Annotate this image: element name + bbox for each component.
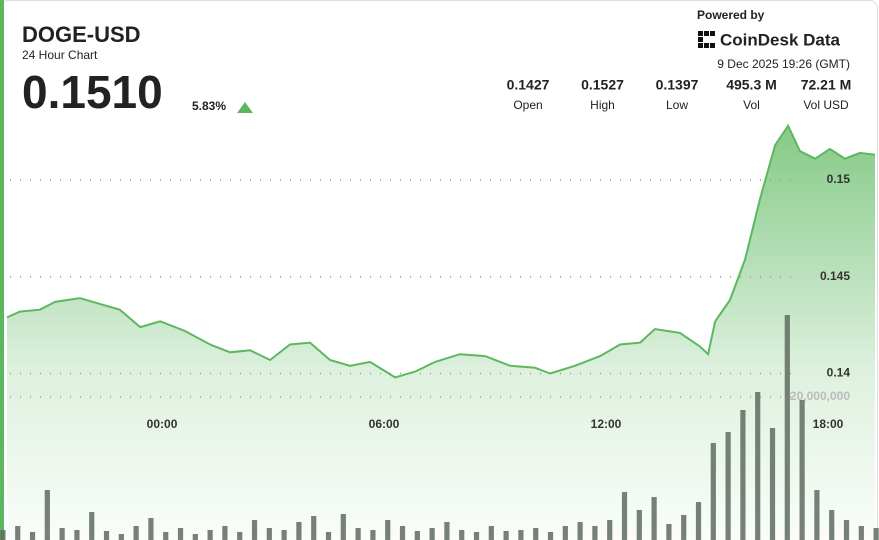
volume-bar [814,490,820,540]
volume-bar [488,525,494,540]
volume-bar [251,519,258,540]
volume-bar [207,529,213,540]
volume-bar [829,509,835,540]
y-tick-label: 0.145 [820,269,850,283]
volume-bar [414,530,420,540]
volume-bar [0,529,6,540]
volume-bar [503,530,509,540]
x-tick-label: 18:00 [813,417,844,431]
volume-bar [547,531,554,540]
stat-label: Open [513,98,542,112]
volume-bar [133,525,139,540]
powered-by: Powered by [697,8,765,22]
stat-label: High [590,98,615,112]
volume-bar [385,519,391,540]
volume-bar [533,527,539,540]
volume-bar [370,529,376,540]
volume-bar [755,391,761,540]
last-price: 0.1510 [22,66,163,118]
stat-label: Vol USD [803,98,849,112]
stat-value: 0.1427 [507,77,550,93]
volume-bar [444,521,450,540]
volume-bar [325,531,332,540]
volume-bar [44,490,50,540]
volume-bar [103,530,110,540]
volume-bar [769,428,776,540]
volume-bar [429,527,435,540]
plot [0,123,879,540]
stat-value: 0.1397 [656,77,699,93]
volume-bar [592,525,598,540]
volume-bar [296,521,302,540]
volume-bar [607,519,613,540]
x-tick-label: 06:00 [369,417,400,431]
chart-title: DOGE-USD [22,22,141,47]
timestamp: 9 Dec 2025 19:26 (GMT) [717,57,850,71]
volume-bar [562,525,568,540]
stat-label: Vol [743,98,760,112]
volume-bar [266,527,272,540]
volume-bar [281,529,287,540]
volume-bar [784,314,790,540]
x-tick-label: 00:00 [147,417,178,431]
volume-bar [192,533,198,540]
volume-bar [237,531,243,540]
stat-value: 72.21 M [801,77,852,93]
volume-bar [222,525,228,540]
volume-bar [29,531,36,540]
volume-bar [740,410,746,540]
volume-bar [518,529,524,540]
stat-label: Low [666,98,688,112]
volume-bar [355,527,361,540]
volume-bar [651,497,657,540]
volume-bar [74,529,80,540]
y-tick-label: 0.14 [827,366,851,380]
brand-logo [698,31,715,48]
volume-bar [636,509,642,540]
up-arrow [237,102,253,113]
volume-bar [843,519,850,540]
volume-bar [340,513,346,540]
brand: CoinDesk Data [720,30,841,49]
volume-bar [873,527,879,540]
change: 5.83% [192,99,226,113]
y-tick-label: 0.15 [827,172,851,186]
volume-bar [695,502,702,540]
volume-bar [59,527,65,540]
volume-bar [163,531,169,540]
stat-value: 0.1527 [581,77,624,93]
volume-bar [725,432,731,540]
volume-bar [15,525,21,540]
volume-bar [459,529,465,540]
volume-bar [177,527,184,540]
y2-tick-label: 20,000,000 [790,389,850,403]
volume-bar [118,533,124,540]
volume-bar [799,400,805,540]
volume-bar [710,442,716,540]
volume-bar [399,525,406,540]
price-area [7,125,875,540]
volume-bar [621,492,628,540]
volume-bar [89,511,95,540]
volume-bar [666,523,672,540]
volume-bar [311,515,317,540]
price-line [6,123,876,379]
volume-bar [473,531,480,540]
volume-bar [148,517,154,540]
accent-bar [0,0,4,540]
stat-value: 495.3 M [726,77,777,93]
volume-bar [681,514,687,540]
volume-bar [577,521,583,540]
chart-subtitle: 24 Hour Chart [22,48,98,62]
x-tick-label: 12:00 [591,417,622,431]
volume-bar [858,525,864,540]
